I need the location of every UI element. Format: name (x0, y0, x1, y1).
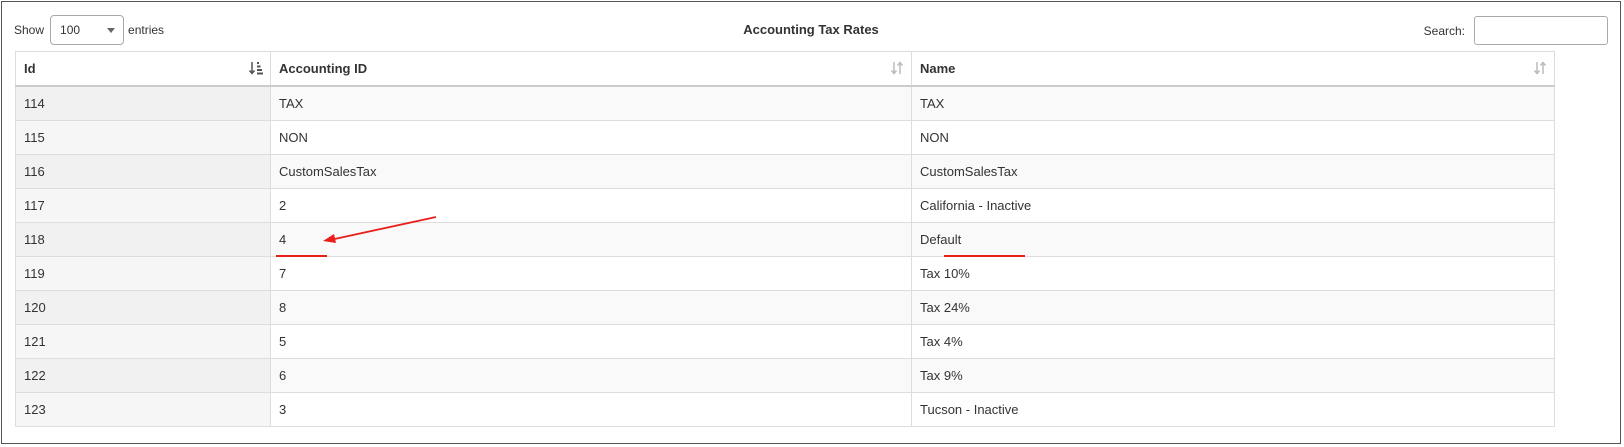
cell-accounting-id: 7 (270, 256, 912, 291)
cell-accounting-id: 8 (270, 290, 912, 325)
column-header-id[interactable]: Id (15, 51, 271, 87)
cell-id: 121 (15, 324, 271, 359)
table-row[interactable]: 123 3 Tucson - Inactive (15, 392, 1555, 427)
cell-name: Tucson - Inactive (911, 392, 1555, 427)
table-row[interactable]: 117 2 California - Inactive (15, 188, 1555, 223)
table-toolbar: Show 100 entries Accounting Tax Rates Se… (0, 0, 1622, 50)
sort-both-icon (890, 61, 904, 75)
cell-name: Tax 24% (911, 290, 1555, 325)
cell-id: 114 (15, 85, 271, 121)
column-header-label: Name (920, 61, 956, 76)
cell-accounting-id: 4 (270, 222, 912, 257)
cell-name: Tax 9% (911, 358, 1555, 393)
cell-id: 118 (15, 222, 271, 257)
cell-id: 122 (15, 358, 271, 393)
page-length-value: 100 (60, 23, 81, 37)
cell-id: 117 (15, 188, 271, 223)
search-label: Search: (1423, 23, 1465, 38)
cell-id: 116 (15, 154, 271, 189)
cell-accounting-id: 5 (270, 324, 912, 359)
cell-accounting-id: 3 (270, 392, 912, 427)
table-row[interactable]: 121 5 Tax 4% (15, 324, 1555, 359)
search-control: Search: (1424, 16, 1608, 45)
cell-id: 119 (15, 256, 271, 291)
chevron-down-icon (107, 27, 116, 33)
cell-accounting-id: NON (270, 120, 912, 155)
cell-id: 115 (15, 120, 271, 155)
column-header-accounting-id[interactable]: Accounting ID (270, 51, 912, 87)
length-control: Show 100 entries (14, 15, 164, 45)
table-row[interactable]: 114 TAX TAX (15, 85, 1555, 121)
table-row[interactable]: 119 7 Tax 10% (15, 256, 1555, 291)
show-label: Show (14, 23, 45, 37)
cell-accounting-id: CustomSalesTax (270, 154, 912, 189)
column-header-label: Accounting ID (279, 61, 368, 76)
cell-name: Default (911, 222, 1555, 257)
table-row[interactable]: 122 6 Tax 9% (15, 358, 1555, 393)
cell-name: California - Inactive (911, 188, 1555, 223)
cell-name: Tax 4% (911, 324, 1555, 359)
cell-name: TAX (911, 85, 1555, 121)
page-length-select[interactable]: 100 (50, 15, 125, 45)
table-row[interactable]: 120 8 Tax 24% (15, 290, 1555, 325)
table-row[interactable]: 118 4 Default (15, 222, 1555, 257)
cell-id: 123 (15, 392, 271, 427)
table-row[interactable]: 115 NON NON (15, 120, 1555, 155)
search-input[interactable] (1474, 16, 1608, 45)
cell-accounting-id: TAX (270, 85, 912, 121)
sort-both-icon (1533, 61, 1547, 75)
page-title: Accounting Tax Rates (743, 22, 879, 37)
entries-label: entries (128, 23, 165, 37)
cell-name: Tax 10% (911, 256, 1555, 291)
cell-name: CustomSalesTax (911, 154, 1555, 189)
cell-accounting-id: 2 (270, 188, 912, 223)
column-header-label: Id (24, 61, 36, 76)
table-header-row: Id Accounting ID Name (15, 51, 1555, 87)
tax-rates-table: Id Accounting ID Name (15, 51, 1555, 427)
cell-name: NON (911, 120, 1555, 155)
sort-ascending-icon (249, 62, 263, 75)
column-header-name[interactable]: Name (911, 51, 1555, 87)
cell-accounting-id: 6 (270, 358, 912, 393)
cell-id: 120 (15, 290, 271, 325)
table-row[interactable]: 116 CustomSalesTax CustomSalesTax (15, 154, 1555, 189)
